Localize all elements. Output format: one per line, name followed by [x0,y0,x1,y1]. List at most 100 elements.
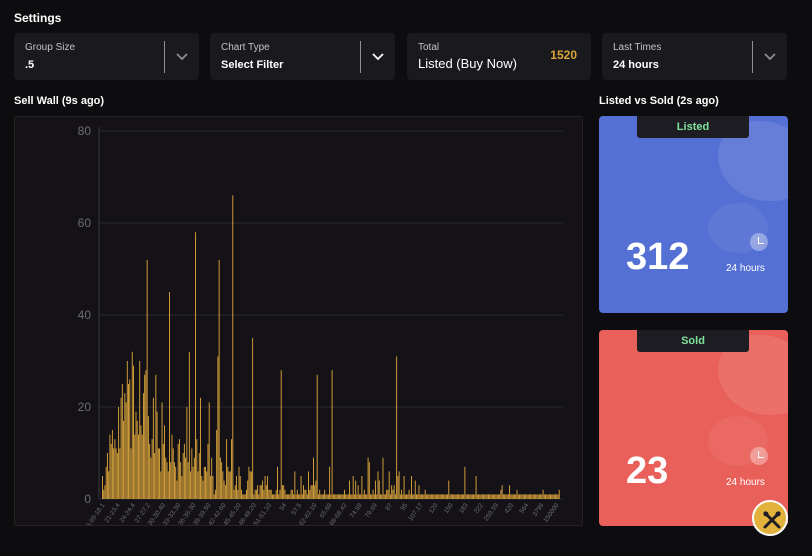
bar [358,494,360,499]
bar [121,384,123,499]
clock-icon [750,233,768,251]
bar [188,351,190,499]
bar [484,494,486,499]
bar [459,494,461,499]
bar [283,485,285,499]
sold-badge: Sold [637,330,749,352]
bar [334,494,336,499]
bar [185,457,187,499]
bar [458,494,460,499]
bar [387,489,389,499]
bar [293,494,295,499]
bar [479,494,481,499]
bar [284,489,286,499]
bar [203,466,205,499]
bar [319,489,321,499]
bar [360,494,362,499]
bar [342,494,344,499]
bar [149,443,151,499]
bar [110,443,112,499]
bar [368,462,370,499]
bar [408,489,410,499]
bar [311,485,313,499]
bar [237,489,239,499]
total-count: 1520 [550,48,577,62]
bar [229,471,231,499]
bar [406,494,408,499]
bar [222,471,224,499]
bar [420,494,422,499]
chevron-down-icon[interactable] [762,51,778,63]
bar [341,494,343,499]
bar [109,434,111,499]
bar [499,494,501,499]
tools-button[interactable] [752,500,788,536]
page-title: Settings [14,11,62,25]
group-size-select[interactable]: Group Size .5 [14,33,199,80]
bar [201,476,203,499]
bar [193,457,195,499]
bar [329,466,331,499]
bar [527,494,529,499]
bar [538,494,540,499]
bar [340,494,342,499]
bar [375,480,376,499]
bar [321,494,323,499]
bar [279,489,281,499]
x-tick-label: 79.69 [364,502,379,520]
bar [106,453,108,499]
bar [280,370,282,499]
chevron-down-icon[interactable] [370,51,386,63]
bar [113,448,115,499]
bar [286,494,288,499]
bar [361,476,363,499]
y-tick-label: 60 [78,216,92,230]
listed-period: 24 hours [726,263,765,274]
bar [456,494,458,499]
bar [262,480,264,499]
bar [151,439,153,499]
bar [326,494,328,499]
chevron-down-icon[interactable] [174,51,190,63]
bar [336,494,338,499]
bar [200,397,201,499]
bar [120,397,122,499]
bar [162,443,164,499]
bar [362,494,364,499]
bar [290,489,292,499]
bar [434,494,436,499]
chart-type-select[interactable]: Chart Type Select Filter [210,33,395,80]
bar [422,494,424,499]
last-times-select[interactable]: Last Times 24 hours [602,33,787,80]
bar [514,494,516,499]
bar [217,356,219,499]
bar [443,494,445,499]
bar [522,494,524,499]
listed-vs-sold-title: Listed vs Sold (2s ago) [599,95,719,107]
bar [424,489,426,499]
bar [438,494,440,499]
bar [416,494,417,499]
bar [442,494,444,499]
tools-icon[interactable] [762,510,782,530]
bar [268,489,270,499]
bar [243,494,245,499]
bar [141,434,143,499]
y-tick-label: 0 [84,492,91,506]
bar [125,402,127,499]
listed-badge: Listed [637,116,749,138]
bar [195,232,197,499]
bar [272,494,273,499]
bar [486,494,488,499]
bar [401,489,403,499]
last-times-value: 24 hours [613,59,659,71]
bar [165,457,167,499]
bar [327,494,329,499]
bar [429,494,431,499]
bar [264,476,266,499]
bar [545,494,547,499]
bar [350,494,352,499]
divider [360,41,361,73]
sold-count: 23 [626,450,669,492]
bar [556,494,558,499]
